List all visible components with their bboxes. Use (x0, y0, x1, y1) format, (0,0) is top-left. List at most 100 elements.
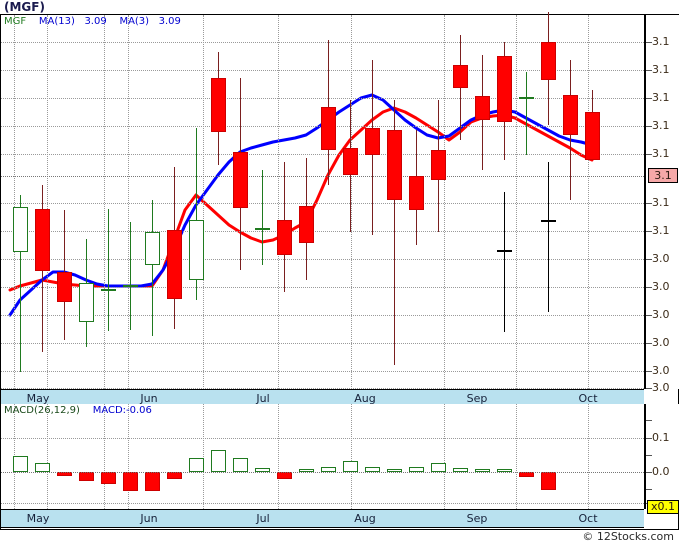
macd-gridline-v (47, 404, 48, 509)
price-axis-tick (646, 42, 652, 43)
price-axis-tick (646, 98, 652, 99)
candle-body (277, 220, 292, 255)
macd-x-axis-month-label: Sep (466, 512, 488, 525)
macd-bar (387, 468, 402, 472)
price-axis-tick (646, 343, 652, 344)
price-axis-tick (646, 315, 652, 316)
macd-bar (497, 469, 512, 472)
macd-gridline-v (444, 404, 445, 509)
macd-bar (189, 457, 204, 472)
price-chart-panel[interactable] (1, 12, 644, 389)
macd-bar (167, 472, 182, 480)
candle-body (299, 206, 314, 243)
candle-wick (394, 100, 395, 365)
price-gridline-h (1, 259, 644, 260)
macd-gridline-v (128, 404, 129, 509)
candle-body (79, 283, 94, 322)
macd-zero-line (1, 472, 644, 473)
candle-body (541, 42, 556, 80)
price-axis-label: 3.1 (652, 35, 670, 48)
macd-x-axis-month-label: May (26, 512, 50, 525)
candle-body (475, 96, 490, 120)
candle-body (145, 232, 160, 265)
candle-body (255, 228, 270, 230)
price-axis-label: 3.0 (652, 364, 670, 377)
price-axis-tick (646, 287, 652, 288)
macd-axis-tick (646, 438, 652, 439)
price-gridline-v (14, 15, 15, 389)
price-gridline-h (1, 154, 644, 155)
candle-body (585, 112, 600, 160)
price-gridline-v (278, 15, 279, 389)
current-price-tag: 3.1 (648, 168, 678, 183)
candle-body (519, 97, 534, 99)
macd-x-axis-month-label: Jun (140, 512, 158, 525)
legend-ma3-value: 3.09 (158, 16, 181, 27)
macd-chart-panel[interactable] (1, 404, 644, 509)
macd-axis-label: 0.0 (652, 465, 670, 478)
candle-body (233, 152, 248, 208)
macd-bar (299, 469, 314, 472)
price-gridline-h (1, 315, 644, 316)
price-axis-label: 3.0 (652, 381, 670, 394)
candle-body (189, 220, 204, 280)
candle-body (431, 150, 446, 180)
candle-flat-tick (541, 220, 556, 222)
macd-y-axis: 0.1 0.0 x0.1 (644, 404, 679, 514)
macd-gridline-h (1, 438, 644, 439)
macd-bar (123, 472, 138, 491)
candle-wick (262, 170, 263, 265)
candle-body (343, 148, 358, 175)
candle-flat-tick (497, 250, 512, 252)
candle-wick (20, 195, 21, 372)
macd-bar (79, 472, 94, 481)
macd-scale-tag: x0.1 (647, 500, 679, 514)
macd-bar (277, 472, 292, 479)
macd-bar (35, 463, 50, 472)
candle-wick-flat (548, 162, 549, 312)
price-gridline-v (47, 15, 48, 389)
watermark: © 12Stocks.com (582, 530, 674, 543)
price-axis-label: 3.0 (652, 308, 670, 321)
price-gridline-h (1, 371, 644, 372)
macd-axis-tick (646, 472, 652, 473)
price-axis-label: 3.1 (652, 91, 670, 104)
macd-axis-tick-minor (646, 489, 652, 490)
macd-bar (475, 469, 490, 472)
macd-x-axis-month-label: Jul (256, 512, 270, 525)
price-gridline-v (351, 15, 352, 389)
macd-bar (431, 463, 446, 472)
price-gridline-v (128, 15, 129, 389)
candle-wick-flat (504, 192, 505, 332)
price-axis-tick (646, 203, 652, 204)
price-axis-label: 3.1 (652, 147, 670, 160)
macd-bar (13, 456, 28, 472)
price-axis-tick (646, 154, 652, 155)
macd-bar (365, 467, 380, 472)
macd-gridline-v (588, 404, 589, 509)
candle-body (409, 176, 424, 210)
price-axis-label: 3.1 (652, 63, 670, 76)
candle-body (35, 209, 50, 271)
price-axis-tick (646, 70, 652, 71)
candle-wick (152, 200, 153, 336)
macd-legend: MACD(26,12,9) MACD:-0.06 (4, 405, 152, 417)
current-price-line (1, 176, 644, 177)
price-axis-label: 3.0 (652, 336, 670, 349)
legend-ma13-label: MA(13) (38, 16, 75, 27)
price-gridline-h (1, 343, 644, 344)
macd-legend-value: MACD:-0.06 (92, 405, 152, 416)
macd-gridline-v (516, 404, 517, 509)
macd-gridline-v (203, 404, 204, 509)
candle-wick (196, 128, 197, 300)
price-y-axis: 3.1 3.1 3.1 3.1 3.1 3.1 3.1 3.0 3.0 3.0 3.0 3.0 3.0 3… (644, 15, 679, 393)
x-axis-month-label: Aug (354, 392, 376, 405)
x-axis-month-label: Jun (140, 392, 158, 405)
macd-axis-label: 0.1 (652, 431, 670, 444)
price-gridline-h (1, 287, 644, 288)
macd-x-axis-month-label: Oct (578, 512, 598, 525)
candle-body (365, 128, 380, 155)
price-gridline-v (588, 15, 589, 389)
price-gridline-v (104, 15, 105, 389)
x-axis-month-label: Oct (578, 392, 598, 405)
